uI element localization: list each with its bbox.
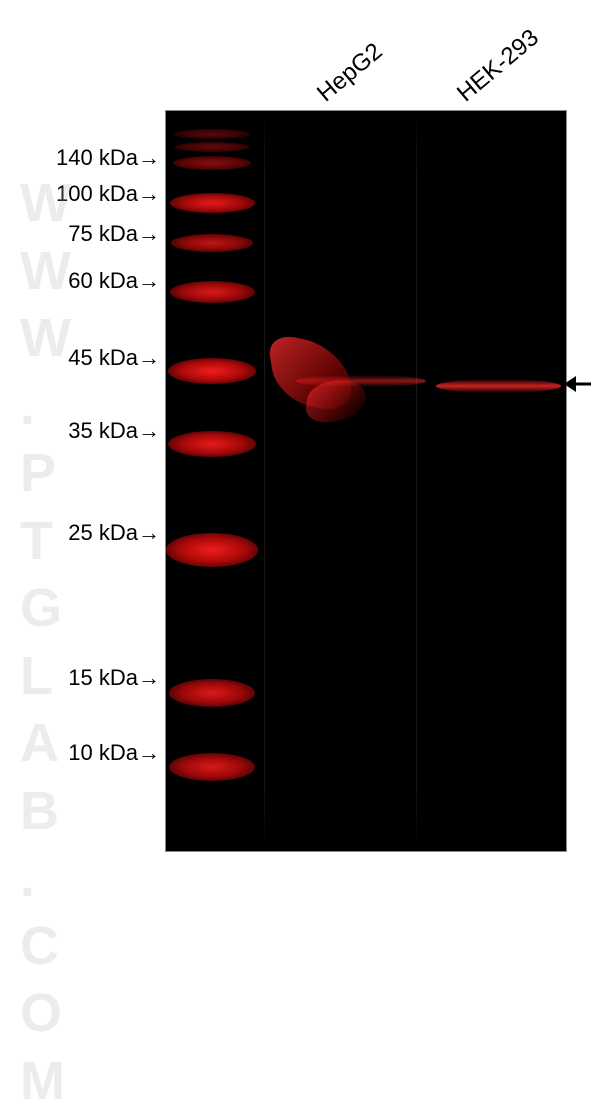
mw-label-45: 45 kDa→ bbox=[42, 345, 160, 371]
wm-char: G bbox=[20, 578, 64, 638]
ladder-band-35 bbox=[168, 431, 256, 457]
blot-membrane bbox=[165, 110, 567, 852]
mw-label-35: 35 kDa→ bbox=[42, 418, 160, 444]
wm-char: P bbox=[20, 443, 58, 503]
lane-separator bbox=[416, 111, 417, 851]
western-blot-figure: HepG2 HEK-293 140 kDa→ 100 kDa→ 75 kDa→ … bbox=[0, 0, 600, 903]
ladder-band-75 bbox=[171, 234, 253, 252]
wm-char: C bbox=[20, 916, 61, 976]
mw-label-15: 15 kDa→ bbox=[42, 665, 160, 691]
wm-char: B bbox=[20, 781, 61, 841]
lane-label-hek293: HEK-293 bbox=[452, 24, 545, 108]
ladder-band-15 bbox=[169, 679, 255, 707]
wm-char: O bbox=[20, 983, 64, 1043]
mw-label-140: 140 kDa→ bbox=[30, 145, 160, 171]
lane-header-row: HepG2 HEK-293 bbox=[0, 10, 600, 110]
mw-label-60: 60 kDa→ bbox=[42, 268, 160, 294]
watermark-text: W W W . P T G L A B . C O M bbox=[20, 170, 73, 1115]
mw-label-75: 75 kDa→ bbox=[42, 221, 160, 247]
wm-char: . bbox=[20, 376, 37, 436]
ladder-band-140 bbox=[173, 156, 251, 170]
ladder-band-60 bbox=[170, 281, 255, 303]
ladder-lane bbox=[166, 111, 261, 851]
wm-char: M bbox=[20, 1051, 67, 1111]
mw-label-100: 100 kDa→ bbox=[30, 181, 160, 207]
ladder-band-25 bbox=[166, 533, 258, 567]
band-hek293 bbox=[436, 379, 561, 393]
ladder-band-extra bbox=[174, 129, 250, 139]
ladder-band-45 bbox=[168, 358, 256, 384]
lane-separator bbox=[264, 111, 265, 851]
target-band-arrow-icon bbox=[564, 370, 592, 404]
wm-char: . bbox=[20, 848, 37, 908]
mw-label-10: 10 kDa→ bbox=[42, 740, 160, 766]
ladder-band-10 bbox=[169, 753, 255, 781]
mw-label-25: 25 kDa→ bbox=[42, 520, 160, 546]
lane-label-hepg2: HepG2 bbox=[312, 38, 388, 108]
ladder-band-100 bbox=[170, 193, 255, 213]
ladder-band-extra bbox=[174, 142, 250, 152]
